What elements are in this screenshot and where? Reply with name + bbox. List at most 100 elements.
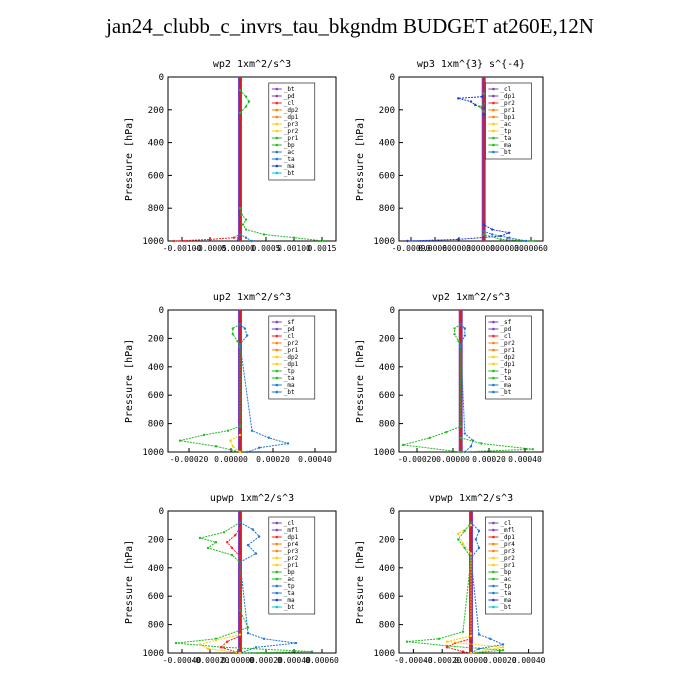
legend-label: _pr1 <box>500 562 515 569</box>
legend-marker <box>275 355 279 359</box>
legend-marker <box>275 334 279 338</box>
series-point <box>172 239 176 243</box>
legend-marker <box>275 101 279 105</box>
legend-marker <box>275 143 279 147</box>
legend-marker <box>492 591 495 595</box>
xtick-label: -0.0005 <box>193 244 227 253</box>
series-line <box>446 524 504 654</box>
plot-frame <box>398 76 544 242</box>
series-point <box>214 541 218 544</box>
ytick-label: 200 <box>148 106 164 116</box>
xtick-label: -0.00100 <box>163 244 202 253</box>
series-point <box>477 529 481 533</box>
series-point <box>198 643 202 646</box>
xtick-label: -0.00090 <box>392 244 431 253</box>
xtick-label: -0.00020 <box>191 656 230 665</box>
series-point <box>244 95 248 98</box>
series-point <box>531 447 534 451</box>
legend-label: _tp <box>500 368 511 375</box>
series-point <box>469 524 473 527</box>
legend-marker <box>275 341 279 345</box>
legend-marker <box>275 320 279 324</box>
legend-marker <box>275 390 279 394</box>
series-point <box>489 637 492 640</box>
series-point <box>474 538 477 541</box>
legend-marker <box>275 362 279 366</box>
legend-label: _ta <box>284 590 295 597</box>
y-axis-label: Pressure [hPa] <box>355 339 366 423</box>
ytick-label: 1000 <box>142 649 164 659</box>
legend-marker <box>275 115 279 119</box>
ytick-label: 600 <box>379 171 395 181</box>
legend-marker <box>492 521 495 525</box>
panel-title: vp2 1xm^2/s^3 <box>432 292 510 303</box>
series-line <box>478 93 494 112</box>
xtick-label: 0.0005 <box>252 244 281 253</box>
legend-label: _ma <box>500 597 511 604</box>
plot-frame <box>398 309 544 453</box>
series-point <box>501 643 505 646</box>
legend-label: _pr1 <box>284 347 299 354</box>
xtick-label: 0.00000 <box>221 656 255 665</box>
panel-1: wp2 1xm^2/s^3 0 200 400 600 800 1000 Pressure [… <box>124 59 337 253</box>
legend-marker <box>492 101 495 105</box>
legend-label: _tp <box>284 583 295 590</box>
legend-marker <box>275 108 279 112</box>
series-point <box>206 647 210 650</box>
series-point <box>490 233 494 236</box>
xtick-label: 0.00040 <box>277 656 311 665</box>
legend-label: _cl <box>284 333 295 340</box>
series-point <box>230 546 234 550</box>
panel-3: up2 1xm^2/s^3 0 200 400 600 800 1000 Pressure [… <box>124 292 337 464</box>
series-point <box>262 637 266 640</box>
legend-marker <box>275 87 279 91</box>
legend-label: _ma <box>500 142 511 149</box>
ytick-label: 600 <box>379 391 395 401</box>
plot-frame <box>167 309 337 453</box>
legend-label: _bt <box>284 86 295 93</box>
legend-label: _pr3 <box>284 121 299 128</box>
series-point <box>482 92 485 95</box>
series-line <box>460 437 533 453</box>
legend-marker <box>492 383 495 387</box>
legend-marker <box>492 334 495 338</box>
series-line <box>458 96 489 116</box>
legend-label: _ac <box>284 149 295 156</box>
legend-label: _bp <box>284 142 295 149</box>
series-point <box>250 429 254 432</box>
legend-label: _mfl <box>500 527 515 534</box>
legend-label: _dp2 <box>500 354 515 361</box>
legend-marker <box>275 164 279 168</box>
series-point <box>226 640 229 643</box>
legend-label: _pd <box>284 93 295 100</box>
series-point <box>206 546 210 550</box>
legend-label: _pr3 <box>500 548 515 555</box>
series-point <box>461 542 465 545</box>
series-point <box>469 521 473 524</box>
series-point <box>241 223 245 226</box>
xtick-label: -0.00020 <box>423 656 462 665</box>
series-point <box>524 239 528 243</box>
series-point <box>401 443 405 447</box>
series-point <box>463 546 466 550</box>
series-point <box>246 543 250 547</box>
legend-marker <box>492 598 495 602</box>
ytick-label: 1000 <box>373 237 395 247</box>
series-point <box>406 239 409 243</box>
xtick-label: 0.00020 <box>472 455 506 464</box>
series-point <box>250 239 254 243</box>
legend-label: _pr2 <box>284 128 299 135</box>
ytick-label: 200 <box>148 535 164 545</box>
series-point <box>461 630 465 633</box>
series-point <box>238 555 242 558</box>
legend-label: _tp <box>500 583 511 590</box>
panel-4: vp2 1xm^2/s^3 0 200 400 600 800 1000 Pressure [… <box>355 292 544 464</box>
series-point <box>499 238 502 241</box>
series-point <box>453 327 456 330</box>
series-point <box>246 450 249 454</box>
legend-label: _ta <box>284 375 295 382</box>
legend-marker <box>492 556 495 560</box>
legend-label: _pr1 <box>500 347 515 354</box>
legend-label: _cl <box>500 520 511 527</box>
series-line <box>219 527 241 654</box>
